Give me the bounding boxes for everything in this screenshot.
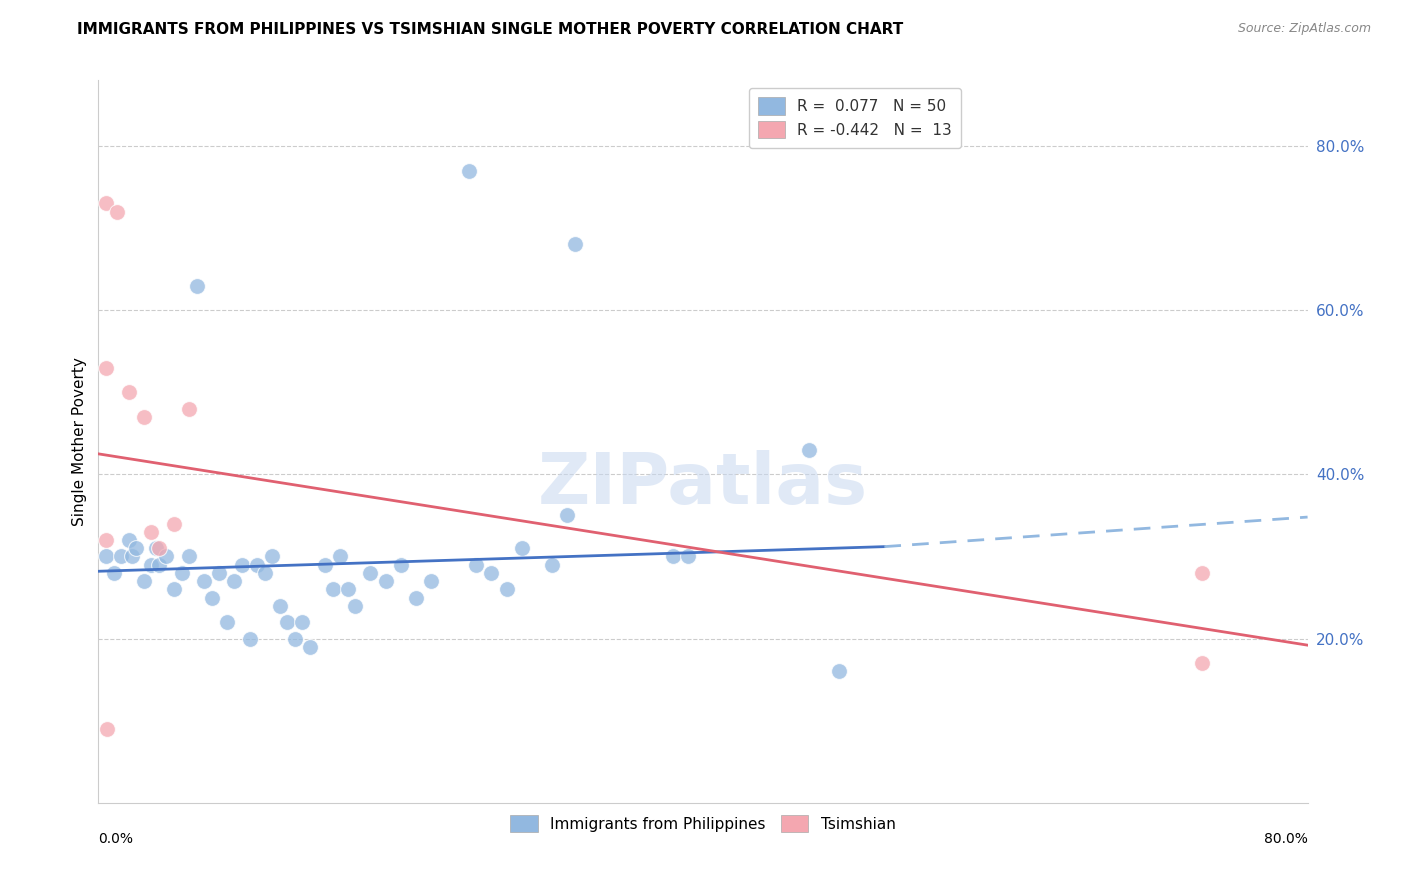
Point <box>457 163 479 178</box>
Point <box>132 409 155 424</box>
Point <box>269 599 291 613</box>
Point <box>121 549 143 564</box>
Point <box>94 549 117 564</box>
Point <box>118 385 141 400</box>
Point <box>163 582 186 597</box>
Point <box>96 722 118 736</box>
Point <box>291 615 314 630</box>
Point <box>661 549 683 564</box>
Point <box>1191 566 1213 580</box>
Point <box>510 541 533 556</box>
Point <box>145 541 167 556</box>
Text: Source: ZipAtlas.com: Source: ZipAtlas.com <box>1237 22 1371 36</box>
Point <box>103 566 125 580</box>
Point <box>405 591 427 605</box>
Point <box>132 574 155 588</box>
Point <box>360 566 382 580</box>
Point <box>179 549 201 564</box>
Point <box>344 599 367 613</box>
Point <box>540 558 562 572</box>
Text: 80.0%: 80.0% <box>1264 831 1308 846</box>
Point <box>94 533 117 547</box>
Point <box>797 442 820 457</box>
Point <box>94 196 117 211</box>
Point <box>239 632 262 646</box>
Y-axis label: Single Mother Poverty: Single Mother Poverty <box>72 357 87 526</box>
Point <box>141 558 163 572</box>
Point <box>208 566 231 580</box>
Point <box>389 558 412 572</box>
Point <box>564 237 586 252</box>
Point <box>215 615 238 630</box>
Point <box>125 541 148 556</box>
Point <box>329 549 352 564</box>
Text: 0.0%: 0.0% <box>98 831 134 846</box>
Point <box>276 615 298 630</box>
Point <box>828 665 851 679</box>
Point <box>262 549 284 564</box>
Point <box>253 566 276 580</box>
Point <box>118 533 141 547</box>
Point <box>322 582 344 597</box>
Point <box>676 549 699 564</box>
Point <box>141 524 163 539</box>
Point <box>170 566 193 580</box>
Point <box>110 549 132 564</box>
Point <box>201 591 224 605</box>
Point <box>193 574 215 588</box>
Text: ZIPatlas: ZIPatlas <box>538 450 868 519</box>
Point <box>224 574 246 588</box>
Point <box>336 582 359 597</box>
Text: IMMIGRANTS FROM PHILIPPINES VS TSIMSHIAN SINGLE MOTHER POVERTY CORRELATION CHART: IMMIGRANTS FROM PHILIPPINES VS TSIMSHIAN… <box>77 22 904 37</box>
Point <box>374 574 396 588</box>
Point <box>481 566 503 580</box>
Point <box>148 541 170 556</box>
Point <box>299 640 322 654</box>
Point <box>105 204 128 219</box>
Point <box>148 558 170 572</box>
Point <box>284 632 307 646</box>
Point <box>94 360 117 375</box>
Point <box>155 549 177 564</box>
Point <box>231 558 253 572</box>
Point <box>179 401 201 416</box>
Point <box>495 582 517 597</box>
Point <box>420 574 443 588</box>
Point <box>465 558 488 572</box>
Point <box>314 558 336 572</box>
Point <box>186 278 208 293</box>
Point <box>555 508 578 523</box>
Legend: Immigrants from Philippines, Tsimshian: Immigrants from Philippines, Tsimshian <box>505 809 901 838</box>
Point <box>1191 657 1213 671</box>
Point <box>163 516 186 531</box>
Point <box>246 558 269 572</box>
